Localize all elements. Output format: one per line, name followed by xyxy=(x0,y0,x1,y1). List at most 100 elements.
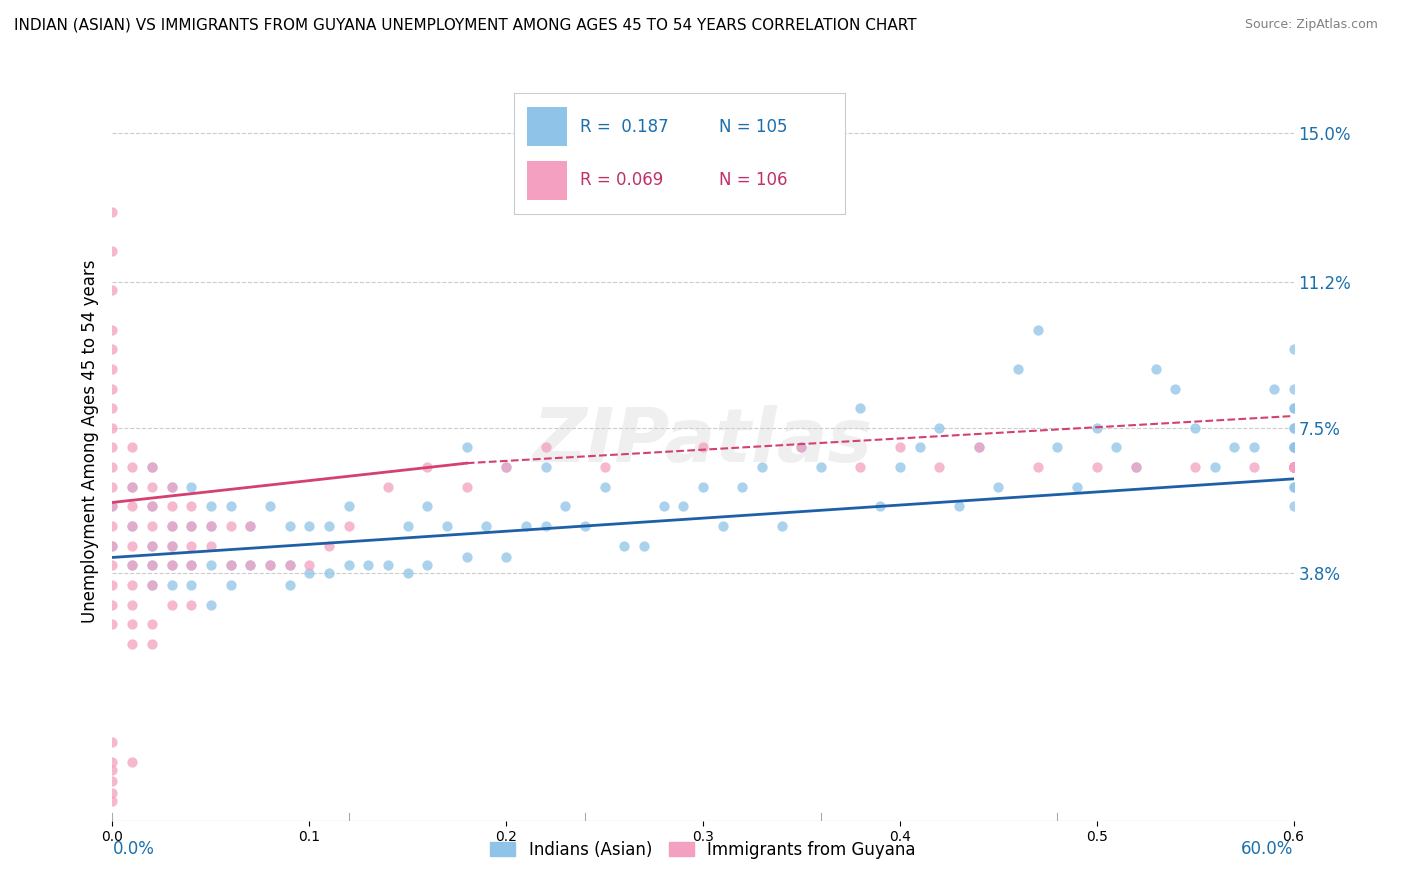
Point xyxy=(101,786,124,800)
Point xyxy=(987,480,1010,494)
Point xyxy=(1243,441,1265,455)
Point xyxy=(101,460,124,475)
Point xyxy=(101,382,124,396)
Point xyxy=(318,539,340,553)
Point xyxy=(121,480,143,494)
Point xyxy=(121,558,143,573)
Point xyxy=(160,500,183,514)
Point xyxy=(101,539,124,553)
Point xyxy=(1282,460,1305,475)
Point xyxy=(101,774,124,789)
Point xyxy=(633,539,655,553)
Point xyxy=(534,519,557,533)
Point xyxy=(121,755,143,769)
Point xyxy=(1282,460,1305,475)
Point xyxy=(160,480,183,494)
Point xyxy=(908,441,931,455)
Point xyxy=(219,578,242,592)
Point xyxy=(141,578,163,592)
Point xyxy=(160,519,183,533)
Point xyxy=(1125,460,1147,475)
Point xyxy=(141,578,163,592)
Point xyxy=(101,558,124,573)
Point xyxy=(593,460,616,475)
Point xyxy=(495,460,517,475)
Point xyxy=(1046,441,1069,455)
Legend: Indians (Asian), Immigrants from Guyana: Indians (Asian), Immigrants from Guyana xyxy=(484,834,922,865)
Point xyxy=(141,480,163,494)
Point xyxy=(180,578,202,592)
Point xyxy=(160,539,183,553)
Point xyxy=(1282,460,1305,475)
Point xyxy=(200,539,222,553)
Point xyxy=(160,558,183,573)
Point xyxy=(121,519,143,533)
Point xyxy=(278,558,301,573)
Point xyxy=(337,500,360,514)
Point xyxy=(101,283,124,297)
Text: 60.0%: 60.0% xyxy=(1241,840,1294,858)
Point xyxy=(121,460,143,475)
Point xyxy=(101,500,124,514)
Point xyxy=(1282,460,1305,475)
Point xyxy=(1204,460,1226,475)
Point xyxy=(475,519,498,533)
Point xyxy=(121,598,143,612)
Point xyxy=(416,500,439,514)
Point xyxy=(1282,460,1305,475)
Point xyxy=(436,519,458,533)
Point xyxy=(1282,460,1305,475)
Point xyxy=(1125,460,1147,475)
Point xyxy=(613,539,636,553)
Point xyxy=(1026,460,1049,475)
Point xyxy=(1007,362,1029,376)
Point xyxy=(1282,421,1305,435)
Point xyxy=(101,617,124,632)
Point xyxy=(652,500,675,514)
Point xyxy=(1282,480,1305,494)
Point xyxy=(239,558,262,573)
Point xyxy=(160,578,183,592)
Point xyxy=(160,480,183,494)
Point xyxy=(1282,480,1305,494)
Point xyxy=(869,500,891,514)
Point xyxy=(1144,362,1167,376)
Point xyxy=(121,519,143,533)
Point xyxy=(180,558,202,573)
Point xyxy=(593,480,616,494)
Y-axis label: Unemployment Among Ages 45 to 54 years: Unemployment Among Ages 45 to 54 years xyxy=(80,260,98,624)
Point xyxy=(1282,382,1305,396)
Point xyxy=(219,558,242,573)
Point xyxy=(200,519,222,533)
Point xyxy=(1282,460,1305,475)
Point xyxy=(416,460,439,475)
Point xyxy=(239,519,262,533)
Point xyxy=(790,441,813,455)
Point xyxy=(692,441,714,455)
Point xyxy=(101,755,124,769)
Point xyxy=(219,558,242,573)
Point xyxy=(101,539,124,553)
Point xyxy=(672,500,695,514)
Point xyxy=(141,460,163,475)
Point xyxy=(948,500,970,514)
Point xyxy=(180,500,202,514)
Point xyxy=(456,550,478,565)
Point xyxy=(1026,322,1049,336)
Point xyxy=(101,343,124,357)
Point xyxy=(101,204,124,219)
Point xyxy=(928,460,950,475)
Point xyxy=(141,558,163,573)
Point xyxy=(416,558,439,573)
Point xyxy=(101,401,124,416)
Point xyxy=(456,441,478,455)
Point xyxy=(219,519,242,533)
Text: INDIAN (ASIAN) VS IMMIGRANTS FROM GUYANA UNEMPLOYMENT AMONG AGES 45 TO 54 YEARS : INDIAN (ASIAN) VS IMMIGRANTS FROM GUYANA… xyxy=(14,18,917,33)
Point xyxy=(141,637,163,651)
Point xyxy=(160,539,183,553)
Point xyxy=(180,539,202,553)
Point xyxy=(141,500,163,514)
Point xyxy=(967,441,990,455)
Point xyxy=(1282,460,1305,475)
Text: ZIPatlas: ZIPatlas xyxy=(533,405,873,478)
